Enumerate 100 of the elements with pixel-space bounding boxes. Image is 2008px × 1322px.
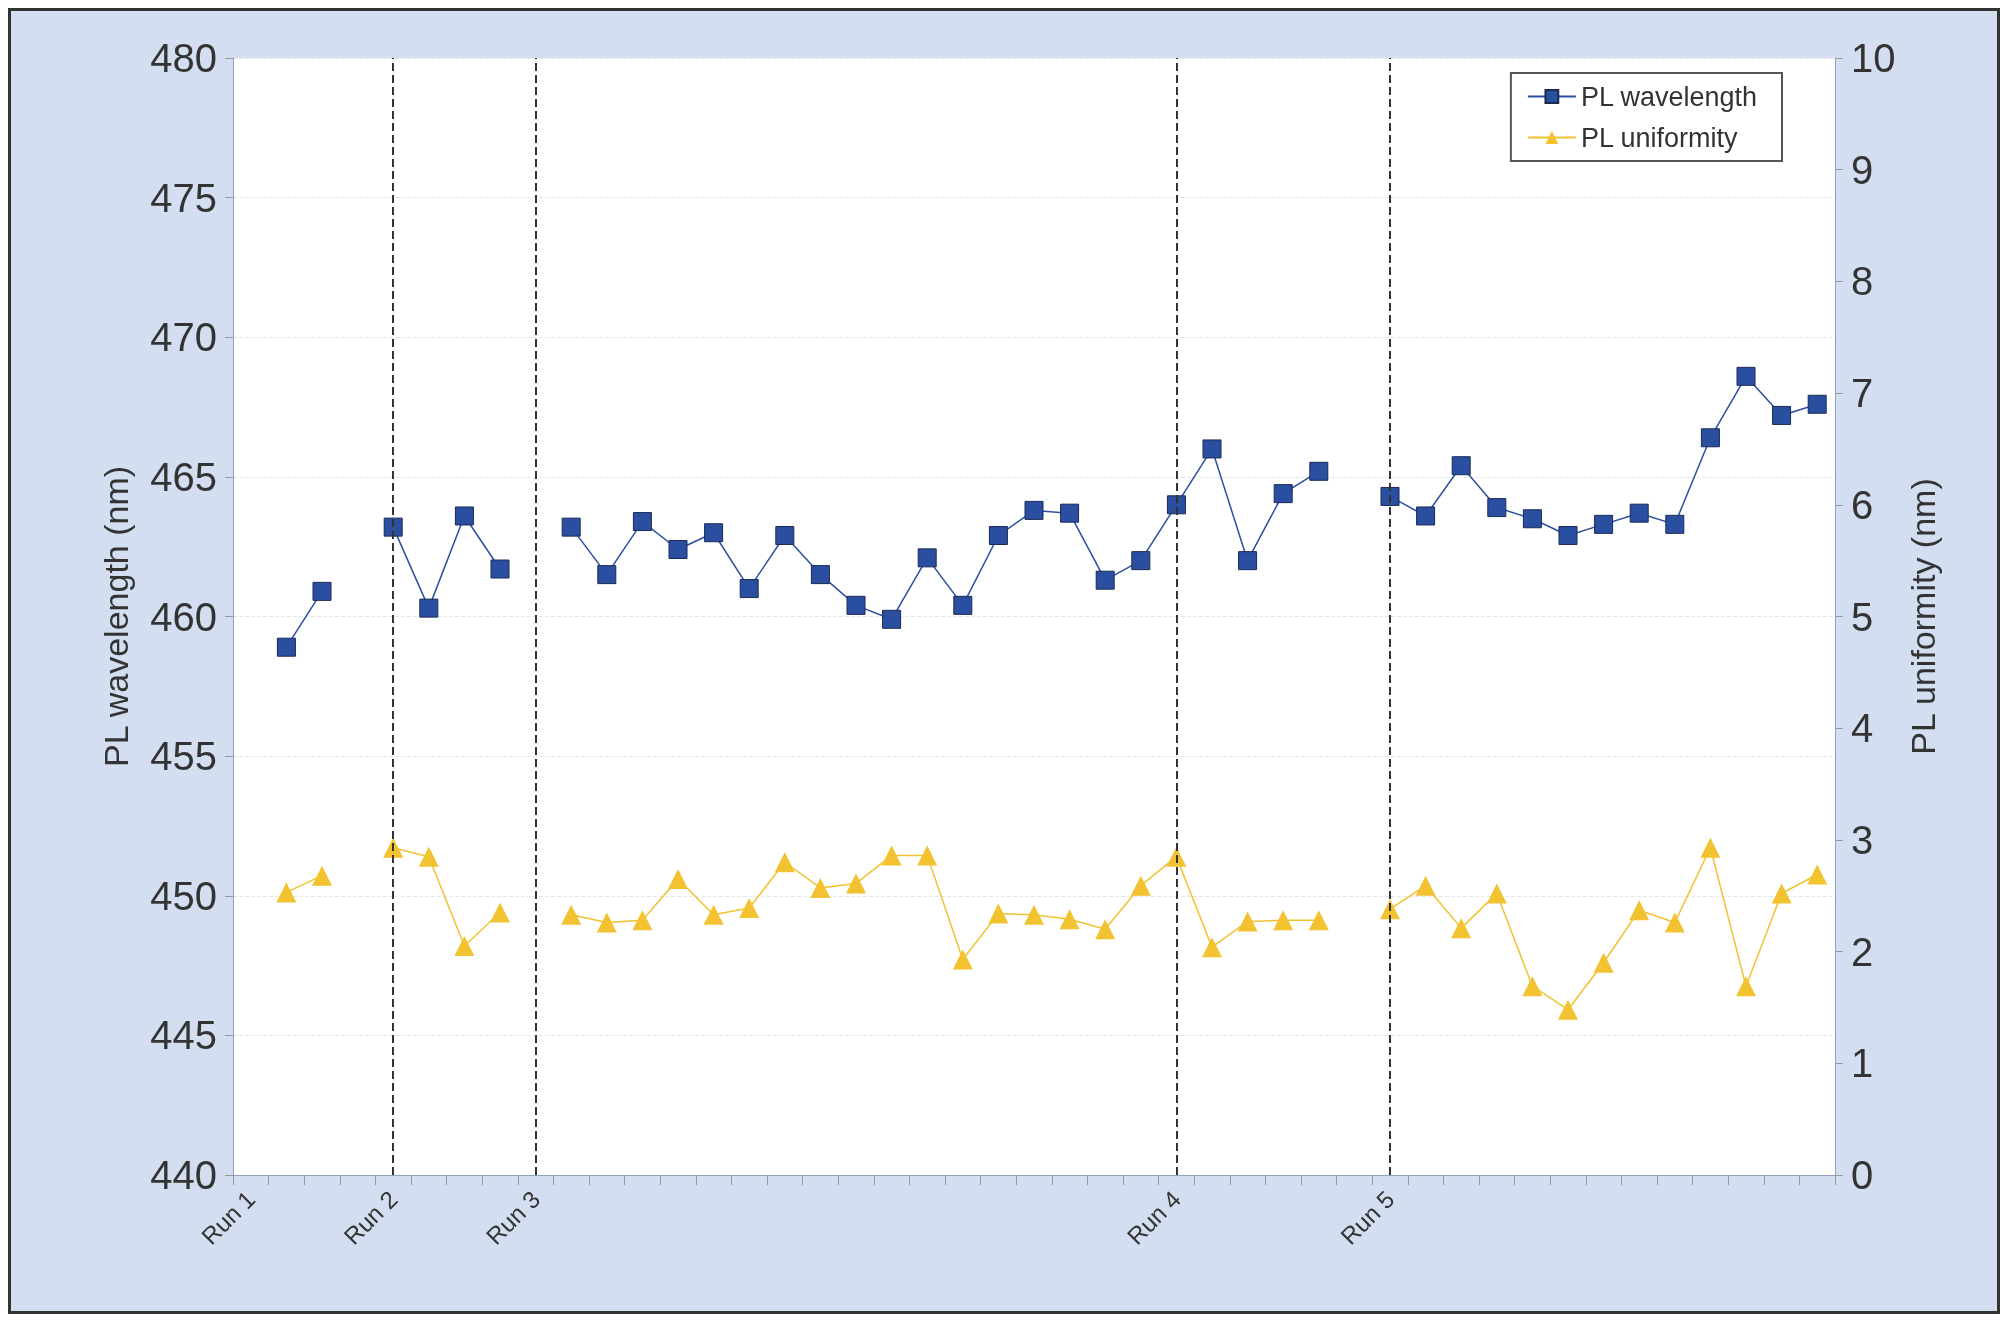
y2-tick-label: 3 bbox=[1851, 817, 1874, 862]
point bbox=[1166, 495, 1186, 515]
y2-tick-label: 9 bbox=[1851, 147, 1874, 192]
point bbox=[1308, 910, 1329, 931]
point bbox=[1700, 428, 1720, 448]
point bbox=[454, 936, 475, 957]
point bbox=[490, 559, 510, 579]
legend-label: PL wavelength bbox=[1580, 81, 1757, 112]
point bbox=[1593, 952, 1614, 973]
point bbox=[1736, 366, 1756, 386]
point bbox=[1664, 912, 1685, 933]
point bbox=[1095, 570, 1115, 590]
y-tick-label: 475 bbox=[150, 175, 217, 220]
point bbox=[1273, 484, 1293, 504]
point bbox=[846, 873, 866, 894]
point bbox=[1024, 904, 1044, 925]
point bbox=[881, 845, 902, 866]
point bbox=[1629, 503, 1649, 523]
point bbox=[419, 598, 439, 618]
point bbox=[597, 565, 617, 585]
point bbox=[561, 517, 581, 537]
point bbox=[1558, 999, 1578, 1020]
y2-axis-title: PL uniformity (nm) bbox=[1904, 478, 1943, 755]
y-tick-label: 480 bbox=[150, 36, 217, 80]
point bbox=[1273, 910, 1294, 931]
point bbox=[561, 904, 582, 925]
point bbox=[312, 581, 332, 601]
y2-tick-label: 0 bbox=[1851, 1153, 1874, 1197]
point bbox=[810, 565, 830, 585]
point bbox=[1059, 909, 1080, 930]
point bbox=[1416, 506, 1436, 526]
y-tick-label: 445 bbox=[150, 1013, 217, 1058]
point bbox=[276, 882, 297, 903]
point bbox=[1629, 900, 1650, 921]
point bbox=[1522, 976, 1543, 997]
y-axis-title: PL wavelength (nm) bbox=[97, 465, 135, 768]
point bbox=[276, 637, 296, 657]
point bbox=[1486, 883, 1507, 904]
point bbox=[1700, 837, 1721, 858]
y2-tick-label: 1 bbox=[1851, 1041, 1874, 1086]
y-tick-label: 450 bbox=[150, 873, 217, 918]
y2-tick-label: 7 bbox=[1851, 371, 1874, 416]
point bbox=[1024, 500, 1044, 520]
point bbox=[988, 903, 1009, 924]
y2-tick-label: 2 bbox=[1851, 929, 1874, 974]
y2-tick-label: 4 bbox=[1851, 706, 1874, 751]
y-tick-label: 465 bbox=[150, 454, 217, 499]
point bbox=[632, 512, 652, 532]
point bbox=[668, 868, 688, 889]
point bbox=[917, 548, 937, 568]
point bbox=[882, 609, 902, 629]
point bbox=[1202, 937, 1222, 958]
point bbox=[704, 523, 724, 543]
point bbox=[1237, 911, 1258, 932]
point bbox=[775, 526, 795, 546]
point bbox=[1309, 461, 1329, 481]
point bbox=[917, 845, 938, 866]
point bbox=[1665, 514, 1685, 534]
point bbox=[1594, 514, 1614, 534]
x-tick-label: Run 2 bbox=[338, 1185, 403, 1250]
x-tick-label: Run 5 bbox=[1335, 1185, 1400, 1250]
point bbox=[1131, 551, 1151, 571]
point bbox=[1095, 919, 1116, 940]
x-tick-label: Run 4 bbox=[1121, 1185, 1186, 1250]
point bbox=[739, 898, 760, 919]
point bbox=[1558, 526, 1578, 546]
point bbox=[1487, 498, 1507, 518]
point bbox=[1771, 883, 1792, 904]
y-tick-label: 460 bbox=[150, 594, 217, 639]
point bbox=[1130, 875, 1151, 896]
legend-label: PL uniformity bbox=[1580, 122, 1738, 153]
point bbox=[1451, 456, 1471, 476]
point bbox=[1736, 976, 1756, 997]
y-tick-label: 455 bbox=[150, 734, 217, 779]
point bbox=[774, 852, 795, 873]
point bbox=[846, 595, 866, 615]
point bbox=[1166, 846, 1187, 867]
point bbox=[312, 865, 332, 886]
point bbox=[1807, 394, 1827, 414]
point bbox=[490, 902, 510, 923]
point bbox=[383, 517, 403, 537]
point bbox=[1451, 918, 1472, 939]
y2-tick-label: 6 bbox=[1851, 482, 1874, 527]
point bbox=[1415, 875, 1436, 896]
point bbox=[1380, 486, 1400, 506]
point bbox=[739, 579, 759, 599]
point bbox=[1202, 439, 1222, 459]
point bbox=[596, 912, 617, 933]
point bbox=[953, 595, 973, 615]
point bbox=[1238, 551, 1258, 571]
point bbox=[952, 949, 973, 970]
point bbox=[454, 506, 474, 526]
point bbox=[703, 904, 724, 925]
y-tick-label: 440 bbox=[150, 1153, 217, 1197]
y2-tick-label: 10 bbox=[1851, 36, 1896, 80]
point bbox=[418, 846, 439, 867]
point bbox=[988, 526, 1008, 546]
y-tick-label: 470 bbox=[150, 315, 217, 360]
point bbox=[1522, 509, 1542, 529]
point bbox=[632, 910, 653, 931]
